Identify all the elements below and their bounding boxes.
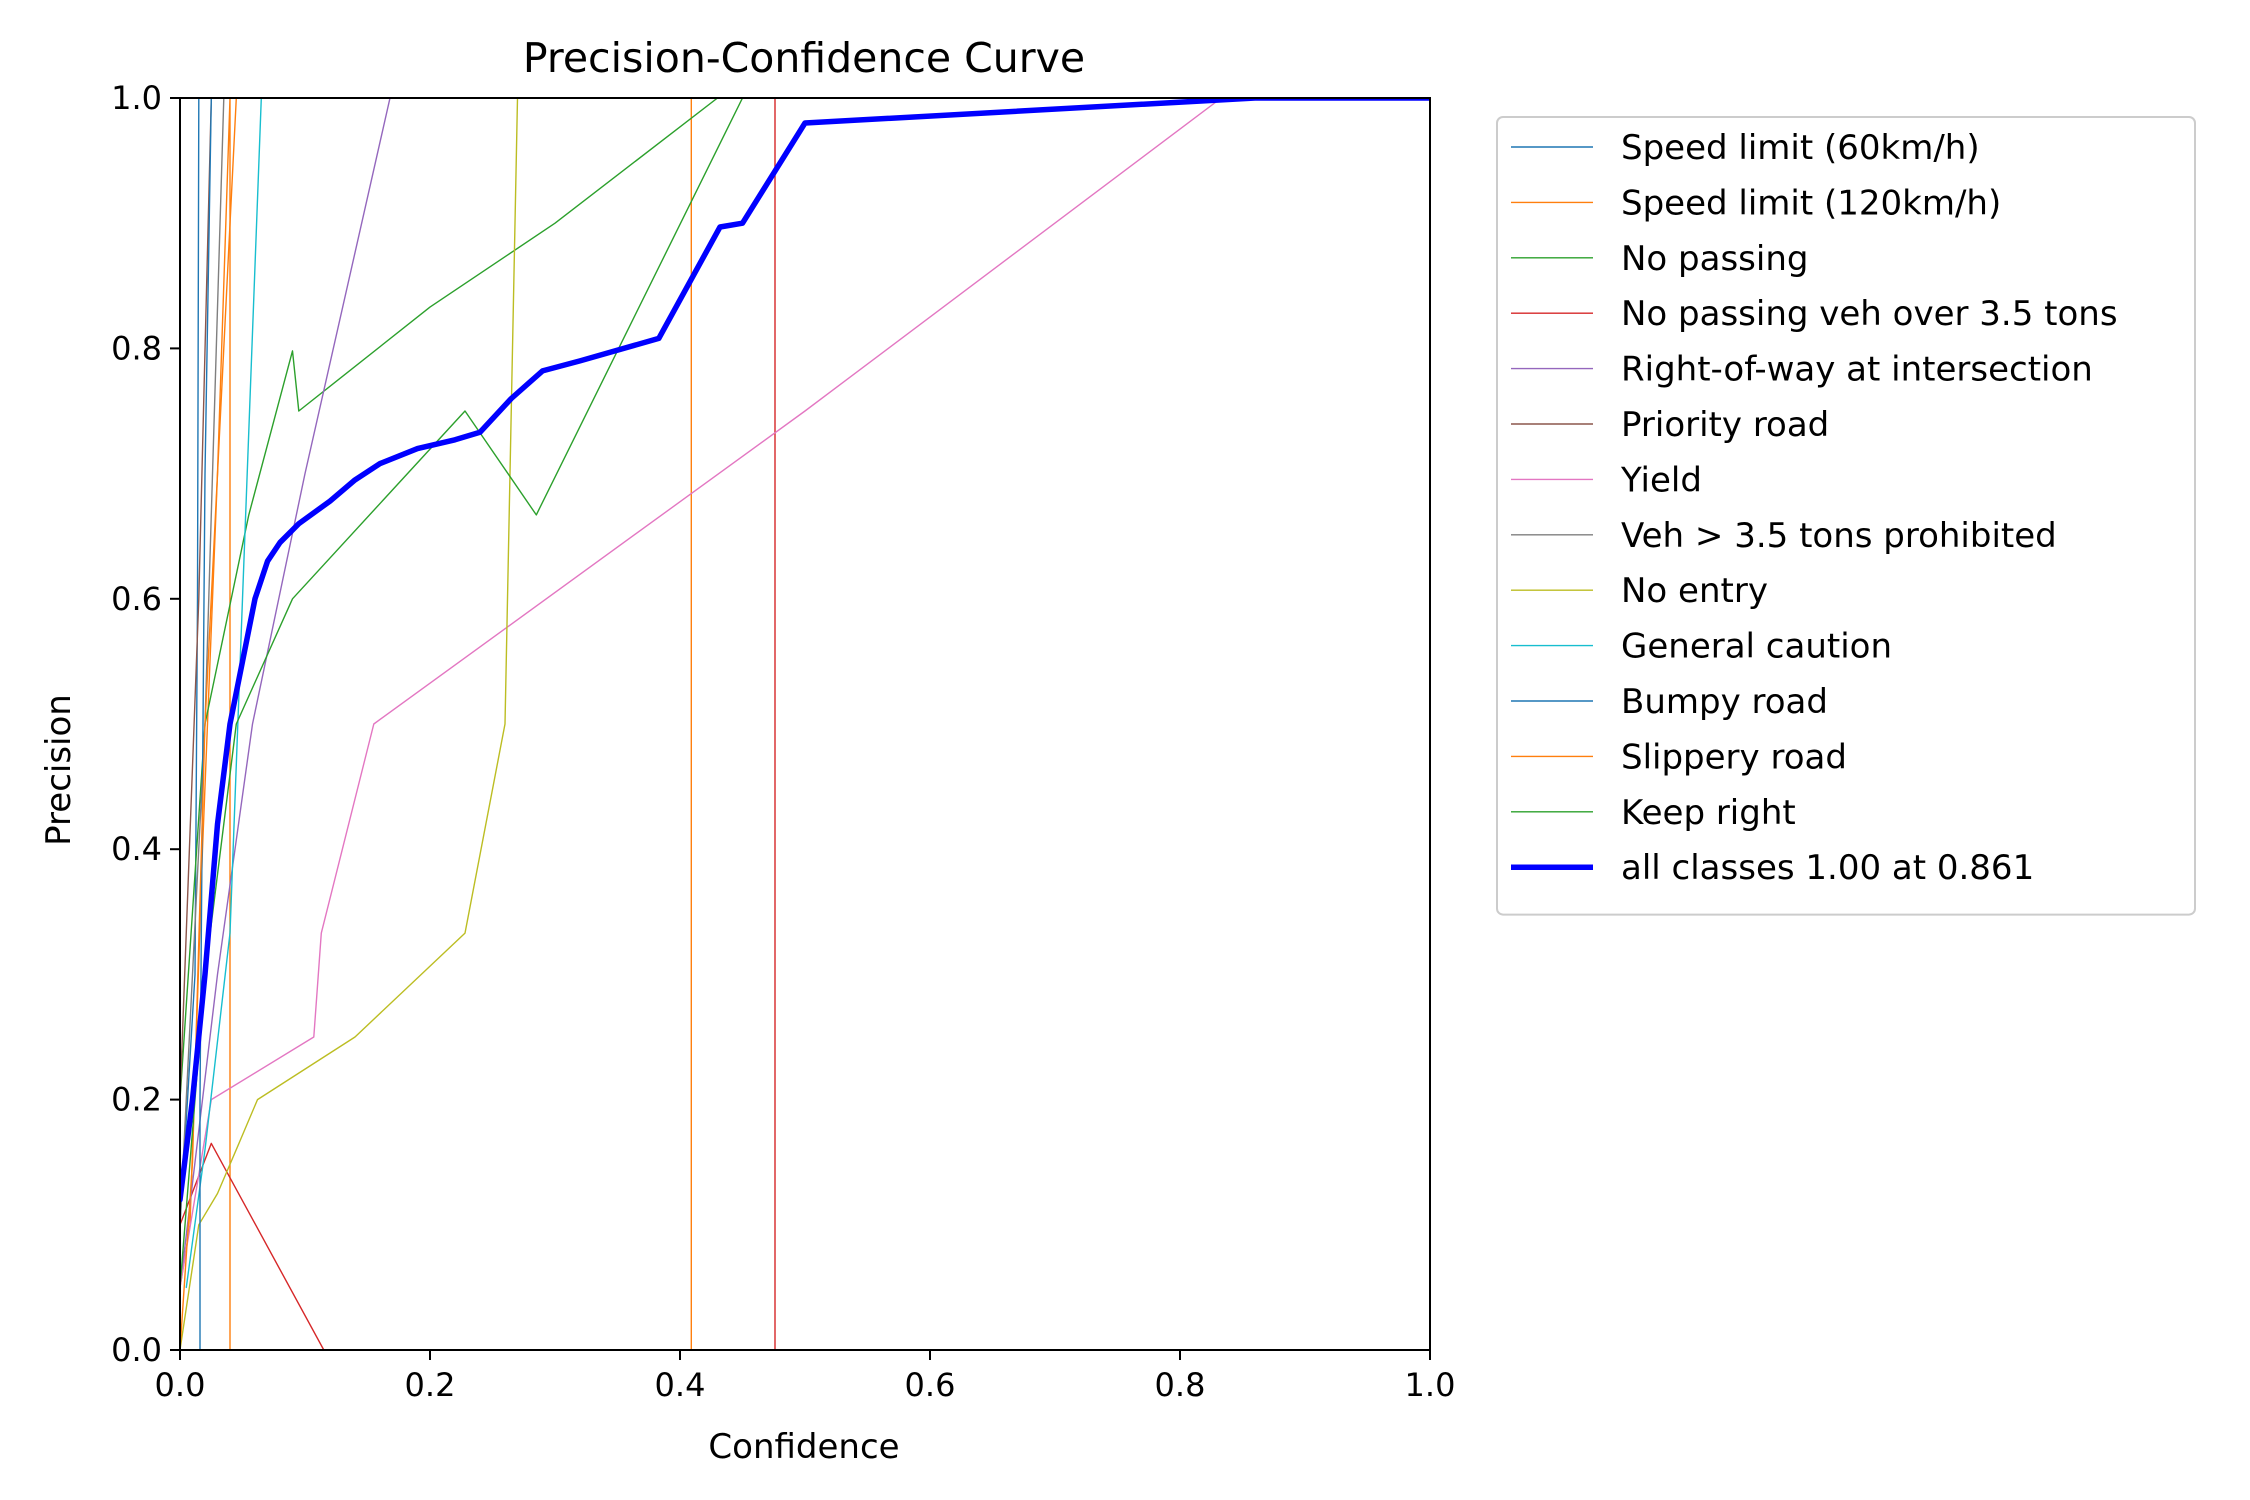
x-tick-label: 0.8 bbox=[1155, 1366, 1206, 1404]
y-tick-label: 0.6 bbox=[111, 580, 162, 618]
legend-label: Yield bbox=[1620, 460, 1702, 500]
legend-label: General caution bbox=[1621, 627, 1892, 667]
series-line-8 bbox=[180, 98, 519, 1350]
legend-label: No entry bbox=[1621, 571, 1768, 611]
legend-label: Speed limit (60km/h) bbox=[1621, 128, 1980, 168]
legend-label: No passing veh over 3.5 tons bbox=[1621, 294, 2118, 334]
y-tick-label: 0.4 bbox=[111, 830, 162, 868]
series-layer bbox=[180, 98, 1430, 1350]
y-axis-ticks: 0.0 0.2 0.4 0.6 0.8 1.0 bbox=[111, 79, 180, 1369]
chart-title: Precision-Confidence Curve bbox=[523, 34, 1085, 82]
legend-label: Priority road bbox=[1621, 405, 1829, 445]
y-tick-label: 0.2 bbox=[111, 1081, 162, 1119]
legend-label: Right-of-way at intersection bbox=[1621, 350, 2093, 390]
x-tick-label: 1.0 bbox=[1405, 1366, 1456, 1404]
legend: Speed limit (60km/h) Speed limit (120km/h… bbox=[1496, 116, 2196, 916]
x-axis-label: Confidence bbox=[708, 1427, 899, 1467]
legend-label: No passing bbox=[1621, 239, 1808, 279]
series-line-6 bbox=[180, 98, 1430, 1289]
x-axis-ticks: 0.0 0.2 0.4 0.6 0.8 1.0 bbox=[155, 1350, 1456, 1404]
series-line-2 bbox=[180, 98, 719, 1101]
x-tick-label: 0.4 bbox=[655, 1366, 706, 1404]
series-line-0 bbox=[180, 98, 200, 1226]
y-axis-label: Precision bbox=[39, 694, 79, 846]
series-line-13 bbox=[180, 98, 1430, 1203]
x-tick-label: 0.2 bbox=[405, 1366, 456, 1404]
x-tick-label: 0.6 bbox=[905, 1366, 956, 1404]
series-line-4 bbox=[180, 98, 391, 1289]
series-line-5 bbox=[180, 98, 213, 1101]
y-tick-label: 0.8 bbox=[111, 329, 162, 367]
legend-label: Keep right bbox=[1621, 793, 1796, 833]
plot-frame bbox=[179, 97, 1431, 1351]
legend-label: Bumpy road bbox=[1621, 682, 1828, 722]
legend-label: Veh > 3.5 tons prohibited bbox=[1621, 516, 2057, 556]
series-line-3 bbox=[180, 98, 776, 1350]
legend-label: all classes 1.00 at 0.861 bbox=[1621, 848, 2034, 888]
legend-label: Speed limit (120km/h) bbox=[1621, 183, 2001, 223]
series-line-9 bbox=[185, 98, 262, 1289]
y-tick-label: 0.0 bbox=[111, 1331, 162, 1369]
legend-label: Slippery road bbox=[1621, 737, 1847, 777]
series-line-10 bbox=[199, 98, 213, 1350]
y-tick-label: 1.0 bbox=[111, 79, 162, 117]
series-line-11 bbox=[180, 98, 238, 1350]
x-tick-label: 0.0 bbox=[155, 1366, 206, 1404]
legend-box bbox=[1496, 116, 2196, 916]
